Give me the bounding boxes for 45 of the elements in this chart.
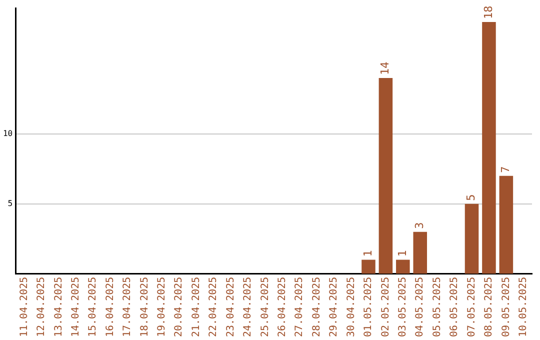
x-tick-label: 03.05.2025 xyxy=(398,276,408,338)
x-tick-label: 28.04.2025 xyxy=(311,276,322,338)
data-label: 14 xyxy=(378,61,392,75)
data-label: 3 xyxy=(412,222,426,229)
x-tick-label: 07.05.2025 xyxy=(466,276,478,338)
y-tick-label: 10 xyxy=(2,128,13,138)
data-label: 1 xyxy=(361,250,374,257)
x-tick-label: 13.04.2025 xyxy=(53,276,64,338)
x-tick-label: 11.04.2025 xyxy=(18,276,30,338)
x-tick-label: 20.04.2025 xyxy=(174,276,185,338)
x-tick-label: 30.04.2025 xyxy=(346,276,357,338)
bar xyxy=(482,22,496,274)
x-tick-label: 05.05.2025 xyxy=(432,276,443,338)
data-label: 1 xyxy=(396,250,409,257)
data-label: 7 xyxy=(499,166,512,173)
x-tick-label: 04.05.2025 xyxy=(414,276,426,338)
x-tick-label: 16.04.2025 xyxy=(104,276,116,338)
x-tick-label: 27.04.2025 xyxy=(294,276,306,338)
bar xyxy=(413,232,428,274)
x-tick-label: 23.04.2025 xyxy=(225,276,236,338)
bar xyxy=(464,204,479,274)
bar xyxy=(378,78,393,274)
x-tick-label: 24.04.2025 xyxy=(242,276,254,338)
x-tick-label: 09.05.2025 xyxy=(500,276,512,338)
x-tick-label: 21.04.2025 xyxy=(190,276,202,338)
x-tick-label: 12.04.2025 xyxy=(36,276,48,338)
x-tick-label: 08.05.2025 xyxy=(484,276,495,338)
x-tick-label: 01.05.2025 xyxy=(363,276,374,338)
x-tick-label: 15.04.2025 xyxy=(88,276,99,338)
x-tick-label: 19.04.2025 xyxy=(156,276,168,338)
x-tick-label: 22.04.2025 xyxy=(208,276,220,338)
data-label: 18 xyxy=(482,6,495,19)
x-tick-label: 25.04.2025 xyxy=(260,276,271,338)
x-tick-label: 18.04.2025 xyxy=(139,276,150,338)
x-tick-label: 17.04.2025 xyxy=(122,276,134,338)
x-tick-label: 26.04.2025 xyxy=(277,276,288,338)
x-tick-label: 29.04.2025 xyxy=(328,276,340,338)
data-label: 5 xyxy=(464,194,478,201)
x-tick-label: 14.04.2025 xyxy=(70,276,82,338)
bar xyxy=(499,176,514,274)
x-tick-label: 10.05.2025 xyxy=(518,276,529,338)
bar xyxy=(396,260,410,274)
x-tick-label: 02.05.2025 xyxy=(380,276,392,338)
bar xyxy=(362,260,376,274)
x-tick-label: 06.05.2025 xyxy=(449,276,460,338)
